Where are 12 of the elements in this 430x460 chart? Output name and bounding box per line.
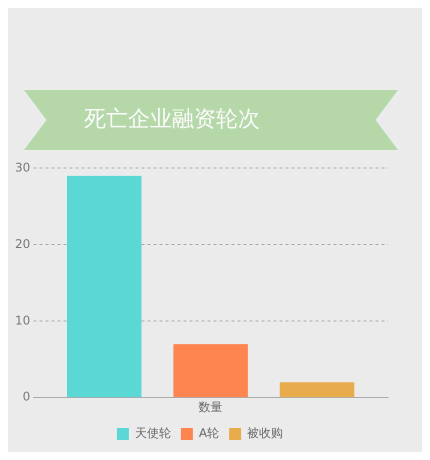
bar	[66, 176, 142, 398]
legend-label: 天使轮	[134, 426, 171, 440]
x-tick-label: 数量	[198, 400, 223, 414]
y-tick-label: 20	[14, 236, 30, 251]
bar	[280, 382, 354, 398]
legend-label: A轮	[198, 426, 220, 440]
y-tick-label: 0	[22, 390, 30, 404]
chart-title: 死亡企业融资轮次	[84, 106, 260, 134]
y-tick-label: 30	[14, 160, 30, 174]
legend-label: 被收购	[247, 426, 284, 440]
y-tick-label: 10	[14, 313, 30, 328]
bar	[173, 344, 248, 398]
